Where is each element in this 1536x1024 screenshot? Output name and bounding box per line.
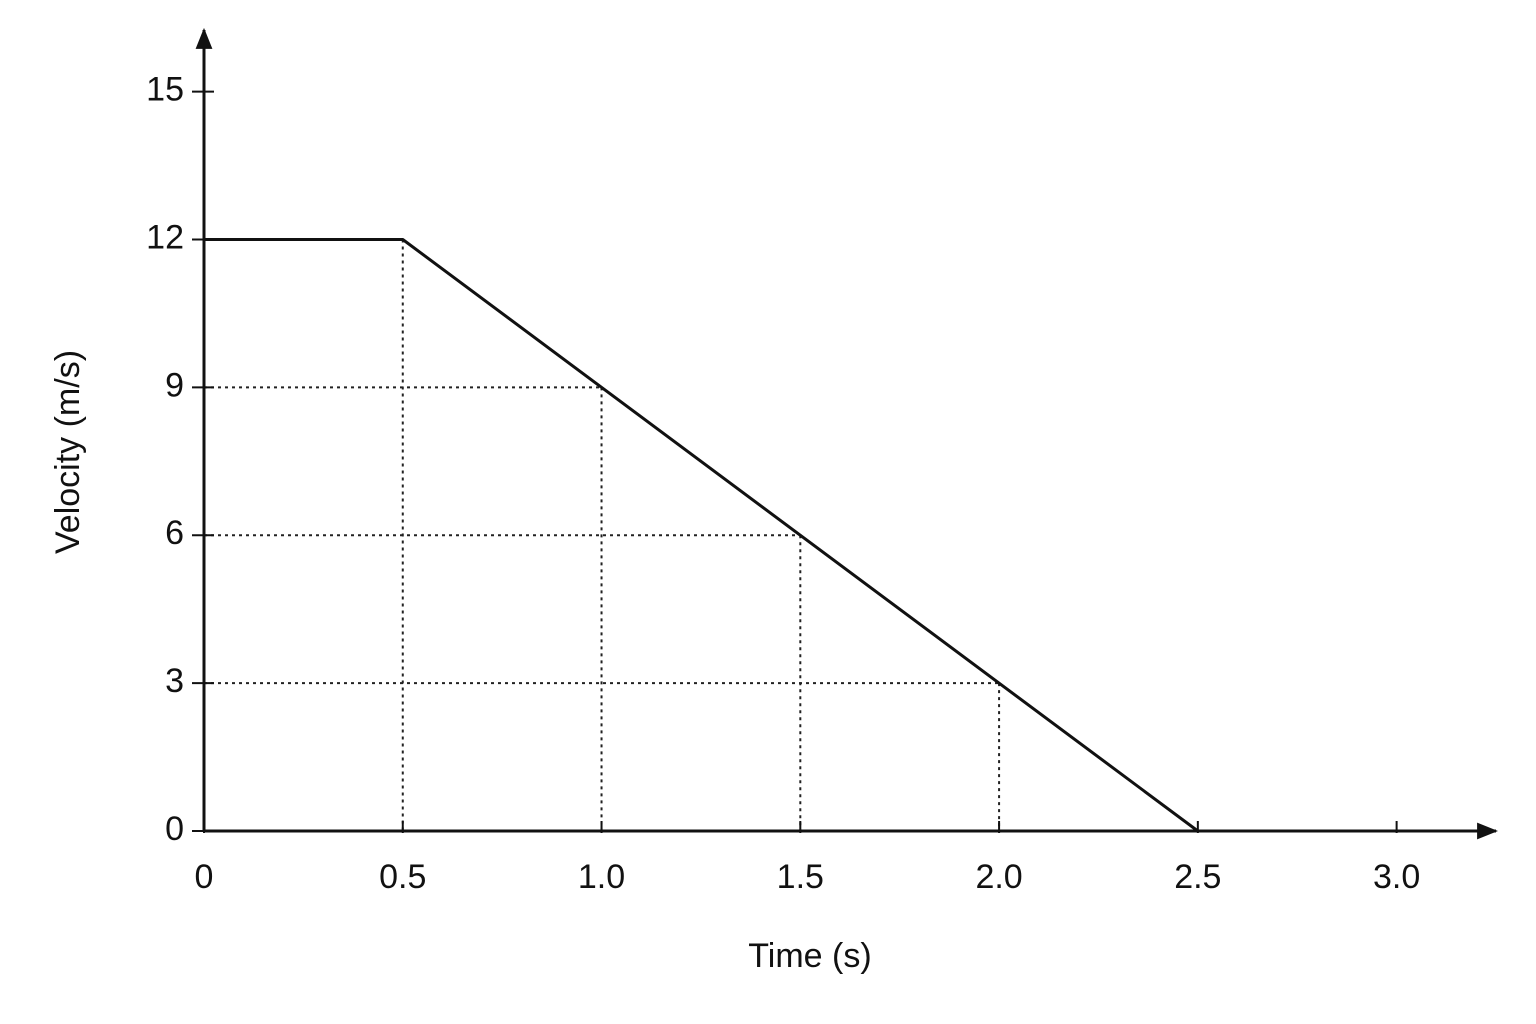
y-tick-label: 9 (165, 366, 184, 404)
x-axis-label: Time (s) (748, 937, 871, 975)
x-tick-label: 0 (195, 858, 214, 896)
x-tick-label: 3.0 (1373, 858, 1420, 896)
y-tick-label: 3 (165, 662, 184, 700)
x-tick-label: 0.5 (379, 858, 426, 896)
y-tick-label: 15 (146, 71, 184, 109)
y-tick-label: 0 (165, 810, 184, 848)
x-tick-label: 1.5 (777, 858, 824, 896)
y-axis-label: Velocity (m/s) (49, 350, 87, 554)
x-tick-label: 2.0 (975, 858, 1022, 896)
data-line (204, 237, 1199, 833)
x-tick-label: 1.0 (578, 858, 625, 896)
x-tick-label: 2.5 (1174, 858, 1221, 896)
y-tick-label: 12 (146, 218, 184, 256)
y-tick-label: 6 (165, 514, 184, 552)
